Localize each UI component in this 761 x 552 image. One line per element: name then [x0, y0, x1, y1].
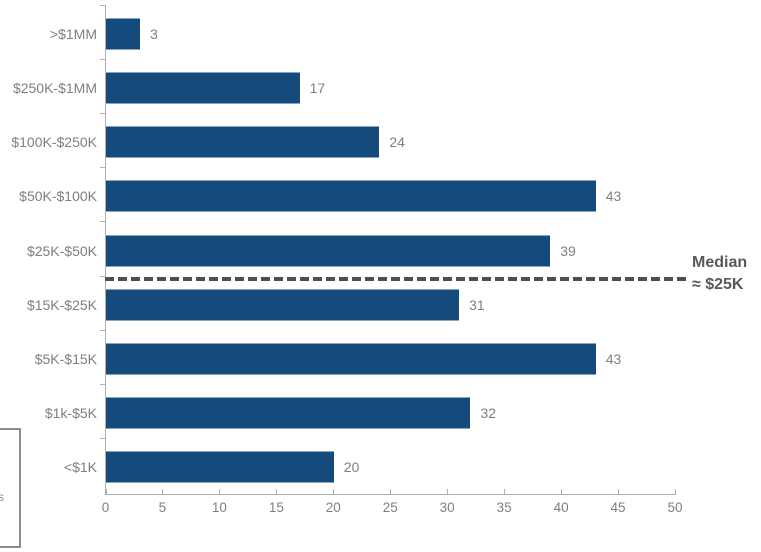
category-label: $25K-$50K: [26, 242, 97, 259]
bar: [106, 397, 471, 429]
bar: [106, 451, 334, 483]
median-dashed-line: [105, 277, 686, 281]
value-label: 31: [469, 296, 485, 313]
x-tick-label: 50: [667, 500, 683, 515]
x-tick-label: 30: [439, 500, 455, 515]
value-label: 43: [605, 350, 622, 367]
x-tick-label: 35: [496, 500, 512, 515]
x-tick-label: 5: [158, 500, 167, 515]
bar: [106, 343, 596, 375]
x-tick-mark: [618, 489, 620, 494]
x-tick-mark: [561, 489, 563, 494]
category-label: $100K-$250K: [11, 134, 97, 151]
x-tick-mark: [105, 489, 107, 494]
category-label: $250K-$1MM: [12, 80, 97, 97]
x-axis-line: [105, 494, 676, 495]
bar: [106, 289, 460, 321]
x-tick-mark: [390, 489, 392, 494]
x-tick-mark: [219, 489, 221, 494]
y-tick-mark: [100, 113, 105, 115]
y-axis-line: [105, 5, 106, 494]
value-label: 32: [480, 404, 497, 421]
x-tick-label: 40: [553, 500, 569, 515]
median-annotation-line1: Median: [692, 254, 748, 271]
category-label: >$1MM: [49, 26, 97, 43]
x-tick-mark: [333, 489, 335, 494]
category-label: $1k-$5K: [44, 404, 97, 421]
y-tick-mark: [100, 329, 105, 331]
x-tick-mark: [675, 489, 676, 494]
x-tick-mark: [276, 489, 278, 494]
category-label: <$1K: [63, 458, 97, 475]
y-tick-mark: [100, 59, 105, 61]
y-tick-mark: [100, 221, 105, 223]
y-tick-mark: [100, 383, 105, 385]
value-label: 3: [150, 26, 158, 43]
value-label: 24: [389, 134, 405, 151]
value-label: 20: [343, 458, 360, 475]
y-tick-mark: [100, 167, 105, 169]
category-label: $5K-$15K: [34, 350, 97, 367]
x-tick-label: 10: [211, 500, 227, 515]
cut-off-text-fragment: s: [0, 490, 4, 504]
bar: [106, 18, 141, 50]
category-label: $15K-$25K: [26, 296, 97, 313]
x-tick-mark: [447, 489, 449, 494]
bar: [106, 72, 300, 104]
x-tick-mark: [162, 489, 164, 494]
median-annotation: Median ≈ $25K: [692, 252, 747, 296]
x-tick-label: 25: [382, 500, 398, 515]
value-label: 17: [309, 80, 326, 97]
y-tick-mark: [100, 275, 105, 277]
value-label: 39: [560, 242, 576, 259]
bar: [106, 126, 380, 158]
median-annotation-line2: ≈ $25K: [692, 276, 744, 293]
bar: [106, 180, 596, 212]
y-tick-mark: [100, 437, 105, 439]
x-tick-label: 15: [268, 500, 284, 515]
category-label: $50K-$100K: [19, 188, 97, 205]
x-tick-label: 20: [325, 500, 341, 515]
x-tick-label: 0: [101, 500, 110, 515]
value-label: 43: [605, 188, 622, 205]
x-tick-mark: [504, 489, 506, 494]
cut-off-box: s: [0, 428, 21, 548]
x-tick-label: 45: [610, 500, 626, 515]
y-tick-mark: [100, 5, 105, 6]
bar: [106, 235, 551, 266]
